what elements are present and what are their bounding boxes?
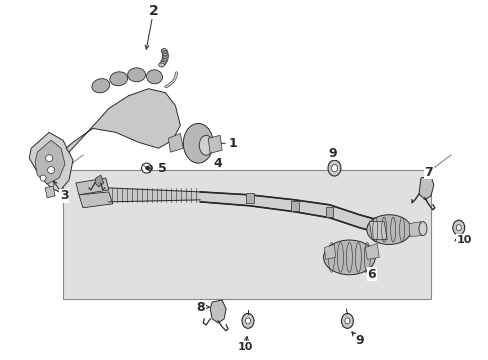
Ellipse shape	[245, 318, 250, 324]
Text: 2: 2	[148, 4, 158, 18]
Text: 3: 3	[60, 189, 68, 202]
Circle shape	[146, 167, 149, 170]
Text: 7: 7	[424, 166, 432, 179]
Polygon shape	[66, 89, 180, 152]
Polygon shape	[35, 140, 65, 184]
Ellipse shape	[158, 63, 164, 67]
Circle shape	[40, 175, 46, 181]
Polygon shape	[324, 244, 335, 260]
Polygon shape	[368, 222, 386, 239]
Ellipse shape	[183, 123, 213, 163]
Text: 9: 9	[354, 334, 363, 347]
Polygon shape	[408, 222, 421, 237]
Bar	[245, 193, 253, 203]
Bar	[63, 170, 430, 299]
Polygon shape	[79, 192, 113, 208]
Ellipse shape	[146, 70, 162, 84]
Circle shape	[45, 155, 53, 162]
Ellipse shape	[327, 160, 340, 176]
Polygon shape	[76, 178, 108, 195]
Text: 10: 10	[456, 234, 471, 244]
Ellipse shape	[161, 49, 167, 53]
Ellipse shape	[160, 62, 165, 66]
Ellipse shape	[331, 165, 337, 172]
Polygon shape	[208, 135, 222, 153]
Ellipse shape	[162, 54, 168, 58]
Text: 4: 4	[213, 157, 222, 170]
Polygon shape	[45, 186, 55, 198]
Polygon shape	[210, 300, 225, 323]
Ellipse shape	[341, 314, 353, 328]
Text: 8: 8	[196, 301, 205, 314]
Polygon shape	[108, 188, 200, 202]
Ellipse shape	[162, 57, 168, 61]
Ellipse shape	[110, 72, 127, 86]
Polygon shape	[168, 133, 183, 152]
Ellipse shape	[323, 240, 374, 275]
Ellipse shape	[455, 225, 460, 231]
Text: 9: 9	[327, 147, 336, 160]
Bar	[325, 207, 333, 217]
Text: 6: 6	[366, 268, 375, 281]
Ellipse shape	[92, 78, 109, 93]
Ellipse shape	[162, 52, 168, 56]
Ellipse shape	[127, 68, 145, 82]
Ellipse shape	[161, 58, 167, 62]
Polygon shape	[200, 192, 384, 235]
Circle shape	[142, 163, 151, 173]
Ellipse shape	[162, 50, 167, 54]
Bar	[290, 201, 298, 211]
Polygon shape	[95, 175, 103, 187]
Ellipse shape	[161, 60, 166, 64]
Text: φ: φ	[146, 163, 152, 173]
Ellipse shape	[418, 222, 426, 235]
Text: 5: 5	[158, 162, 167, 175]
Ellipse shape	[199, 135, 213, 155]
Polygon shape	[418, 176, 433, 200]
Ellipse shape	[344, 318, 349, 324]
Polygon shape	[365, 243, 379, 260]
Polygon shape	[29, 132, 73, 192]
Circle shape	[47, 167, 55, 174]
Text: 1: 1	[227, 137, 236, 150]
Text: 10: 10	[237, 342, 252, 352]
Ellipse shape	[366, 215, 411, 244]
Ellipse shape	[452, 220, 464, 235]
Ellipse shape	[242, 314, 253, 328]
Ellipse shape	[162, 55, 168, 59]
